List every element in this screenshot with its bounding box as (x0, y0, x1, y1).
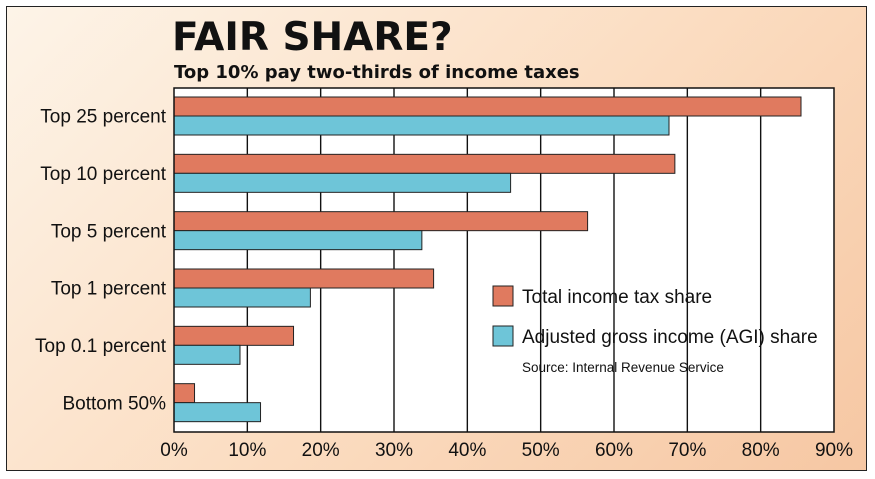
x-tick-label: 20% (302, 440, 340, 461)
x-tick-label: 30% (375, 440, 413, 461)
bar-agi-share (174, 288, 310, 307)
x-tick-label: 80% (742, 440, 780, 461)
x-tick-labels: 0% 10% 20% 30% 40% 50% 60% 70% 80% 90% (160, 440, 853, 461)
x-tick-label: 70% (668, 440, 706, 461)
bar-agi-share (174, 403, 261, 422)
plot-area (174, 88, 834, 432)
bar-income-tax-share (174, 212, 588, 231)
category-labels: Top 25 percent Top 10 percent Top 5 percen… (35, 107, 167, 415)
bar-income-tax-share (174, 154, 675, 173)
legend-label-agi: Adjusted gross income (AGI) share (522, 327, 818, 348)
category-label: Top 0.1 percent (35, 336, 167, 357)
category-label: Top 10 percent (40, 164, 166, 185)
category-label: Top 1 percent (51, 279, 167, 300)
bar-income-tax-share (174, 326, 294, 345)
x-tick-label: 0% (160, 440, 188, 461)
x-tick-label: 50% (522, 440, 560, 461)
bar-income-tax-share (174, 269, 434, 288)
bar-agi-share (174, 345, 240, 364)
category-label: Top 25 percent (40, 107, 166, 128)
x-tick-label: 60% (595, 440, 633, 461)
bar-agi-share (174, 231, 422, 250)
x-tick-label: 90% (815, 440, 853, 461)
bar-income-tax-share (174, 384, 195, 403)
legend-label-tax: Total income tax share (522, 287, 712, 308)
x-tick-label: 10% (228, 440, 266, 461)
bar-income-tax-share (174, 97, 801, 116)
category-label: Bottom 50% (63, 393, 167, 414)
x-tick-label: 40% (448, 440, 486, 461)
legend-swatch-agi (493, 326, 513, 346)
legend-swatch-tax (493, 286, 513, 306)
bar-agi-share (174, 173, 511, 192)
source-note: Source: Internal Revenue Service (522, 360, 724, 375)
category-label: Top 5 percent (51, 221, 167, 242)
bar-agi-share (174, 116, 669, 135)
